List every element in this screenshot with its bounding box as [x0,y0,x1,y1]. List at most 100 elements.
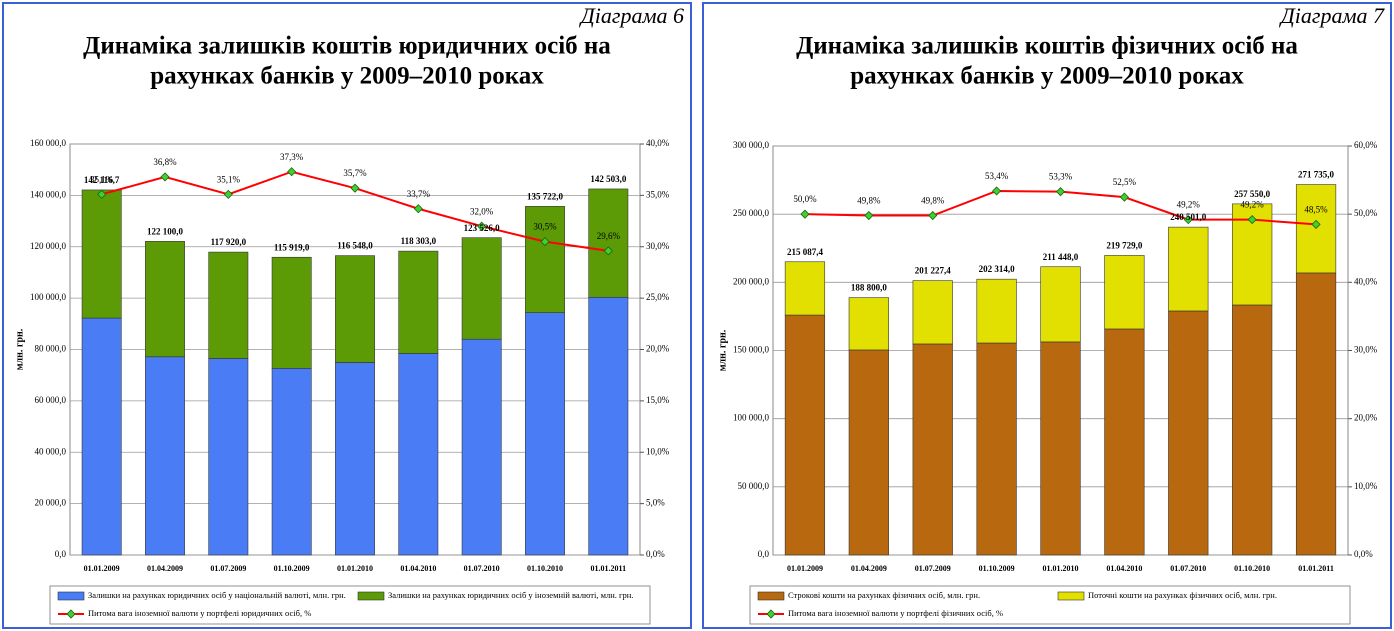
legend-swatch [357,591,385,601]
y2-tick-label: 20,0% [646,344,670,354]
x-tick-label: 01.01.2010 [337,564,373,573]
y-tick-label: 20 000,0 [35,498,67,508]
y2-tick-label: 0,0% [1354,549,1373,559]
data-label: 48,5% [1304,204,1328,214]
x-tick-label: 01.07.2009 [915,564,951,573]
marker [160,172,170,182]
y-axis-label: млн. грн. [717,329,728,371]
y-tick-label: 0,0 [758,549,770,559]
total-label: 211 448,0 [1043,252,1079,262]
chart-title: рахунках банків у 2009–2010 роках [150,63,544,90]
bar-segment [1104,328,1145,556]
marker [800,209,810,219]
data-label: 49,8% [857,196,881,206]
total-label: 118 303,0 [401,236,437,246]
x-tick-label: 01.10.2010 [527,564,563,573]
bar-segment [1295,272,1337,556]
y2-tick-label: 10,0% [646,446,670,456]
total-label: 257 550,0 [1234,189,1271,199]
data-label: 49,8% [921,196,945,206]
legend-marker [766,609,776,619]
legend-label: Строкові кошти на рахунках фізичних осіб… [788,590,980,600]
total-label: 215 087,4 [787,247,824,257]
total-label: 122 100,0 [147,226,184,236]
x-tick-label: 01.10.2009 [274,564,310,573]
chart-title: Динаміка залишків коштів юридичних осіб … [83,33,611,60]
bar-segment [81,189,122,319]
y2-tick-label: 15,0% [646,395,670,405]
y2-tick-label: 60,0% [1354,140,1378,150]
x-tick-label: 01.04.2010 [1106,564,1142,573]
marker [992,186,1002,196]
bar-segment [784,314,826,556]
y2-tick-label: 40,0% [1354,276,1378,286]
y-tick-label: 160 000,0 [30,138,67,148]
y-tick-label: 120 000,0 [30,241,67,251]
y-tick-label: 200 000,0 [733,276,770,286]
bar-segment [1040,341,1081,556]
y2-tick-label: 0,0% [646,549,665,559]
legend-swatch [57,591,85,601]
y2-tick-label: 30,0% [646,241,670,251]
data-label: 50,0% [793,194,817,204]
y2-tick-label: 10,0% [1354,481,1378,491]
marker [1311,219,1321,229]
legend [749,585,1351,625]
marker [1183,215,1193,225]
x-tick-label: 01.07.2010 [464,564,500,573]
data-label: 52,5% [1113,177,1137,187]
bar-segment [271,368,312,556]
marker [928,210,938,221]
data-label: 53,3% [1049,172,1073,182]
legend-marker [66,609,76,619]
data-label: 35,1% [217,174,241,184]
marker [413,204,423,214]
y2-tick-label: 25,0% [646,292,670,302]
legend-label: Залишки на рахунках юридичних осіб у іно… [388,590,633,600]
legend-swatch [757,591,785,601]
legend-label: Залишки на рахунках юридичних осіб у нац… [88,590,346,600]
bar-segment [588,296,629,556]
data-label: 53,4% [985,171,1009,181]
legend-label: Питома вага іноземної валюти у портфелі … [88,608,311,618]
bar-segment [525,206,565,313]
bar-segment [976,342,1017,556]
total-label: 201 227,4 [915,266,952,276]
x-tick-label: 01.01.2009 [787,564,823,573]
data-label: 33,7% [407,189,431,199]
data-label: 29,6% [597,231,621,241]
y-tick-label: 250 000,0 [733,208,770,218]
bar-segment [848,349,889,556]
data-label: 49,2% [1177,200,1201,210]
x-tick-label: 01.10.2009 [979,564,1015,573]
marker [864,210,874,221]
total-label: 123 526,0 [464,223,501,233]
bar-segment [461,237,502,340]
bar-segment [784,261,826,316]
x-tick-label: 01.04.2009 [147,564,183,573]
caption: Діаграма 7 [1279,3,1385,28]
total-label: 117 920,0 [211,237,247,247]
total-label: 115 919,0 [274,242,310,252]
bar-segment [208,358,249,556]
caption: Діаграма 6 [579,3,684,28]
marker [603,246,613,256]
total-label: 116 548,0 [337,241,373,251]
bar-segment [1168,226,1209,312]
total-label: 135 722,0 [527,191,564,201]
bar-segment [848,297,889,351]
y-tick-label: 100 000,0 [30,292,67,302]
y-axis-label: млн. грн. [14,328,25,370]
y2-tick-label: 30,0% [1354,345,1378,355]
bar-segment [335,362,375,556]
bar-segment [145,356,185,556]
bar-segment [398,353,439,556]
bar-segment [912,280,953,345]
legend-label: Питома вага іноземної валюти у портфелі … [788,608,1003,618]
marker [1119,192,1129,202]
x-tick-label: 01.01.2010 [1043,564,1079,573]
data-label: 37,3% [280,152,304,162]
y-tick-label: 50 000,0 [738,481,770,491]
total-label: 142 503,0 [590,174,627,184]
x-tick-label: 01.01.2009 [84,564,120,573]
